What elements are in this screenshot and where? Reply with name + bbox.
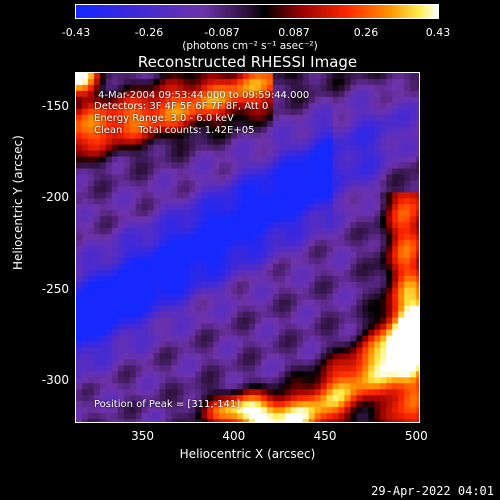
x-axis-label: Heliocentric X (arcsec) [179,447,316,461]
annotation-time: 4-Mar-2004 09:53:44.000 to 09:59:44.000 [98,90,310,101]
timestamp: 29-Apr-2022 04:01 [371,484,494,498]
x-tick-label: 500 [404,429,428,443]
annotation-energy: Energy Range: 3.0 - 6.0 keV [94,113,234,124]
plot-area: 4-Mar-2004 09:53:44.000 to 09:59:44.000 … [75,72,420,423]
x-tick-label: 450 [313,429,337,443]
colorbar-tick: 0.087 [278,26,310,39]
colorbar-tick: -0.087 [204,26,240,39]
colorbar-tick: 0.43 [425,26,451,39]
heatmap-image [76,73,419,422]
y-tick-label: -250 [41,281,69,296]
y-tick-label: -300 [41,372,69,387]
colorbar-tick: 0.26 [353,26,379,39]
colorbar [75,4,439,19]
y-tick-label: -200 [41,190,69,205]
y-tick-label: -150 [41,98,69,113]
chart-title: Reconstructed RHESSI Image [137,53,358,71]
colorbar-tick: -0.43 [61,26,91,39]
annotation-detectors: Detectors: 3F 4F 5F 6F 7F 8F, Att 0 [94,101,269,112]
annotation-method: Clean Total counts: 1.42E+05 [94,125,255,136]
annotation-peak: Position of Peak = [311,-141] [94,399,241,410]
colorbar-tick: -0.26 [134,26,164,39]
colorbar-units: (photons cm⁻² s⁻¹ asec⁻²) [182,40,318,52]
x-tick-label: 350 [131,429,154,443]
x-tick-label: 400 [222,429,246,443]
y-axis-label: Heliocentric Y (arcsec) [11,135,25,270]
